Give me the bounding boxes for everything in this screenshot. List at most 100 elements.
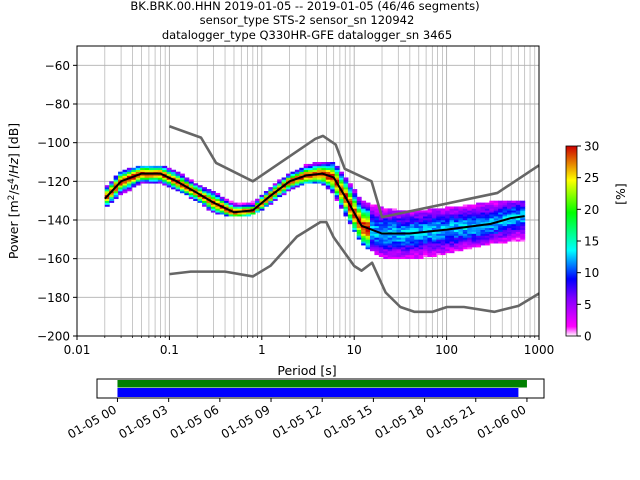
psd-cell xyxy=(502,235,508,238)
psd-cell xyxy=(471,220,477,223)
psd-cell xyxy=(290,187,296,190)
psd-cell xyxy=(480,225,486,229)
psd-cell xyxy=(462,208,468,211)
psd-cell xyxy=(334,177,340,180)
psd-cell xyxy=(210,198,216,201)
psd-cell xyxy=(369,237,375,240)
psd-cell xyxy=(347,221,353,225)
psd-cell xyxy=(135,175,141,178)
psd-cell xyxy=(405,216,411,219)
psd-cell xyxy=(493,241,499,244)
psd-cell xyxy=(423,229,428,232)
psd-cell xyxy=(135,181,141,184)
psd-cell xyxy=(493,206,499,209)
psd-cell xyxy=(339,200,344,203)
psd-cell xyxy=(392,243,398,246)
psd-cell xyxy=(480,208,486,211)
noise-model-low xyxy=(169,220,540,314)
psd-cell xyxy=(268,200,274,203)
psd-cell xyxy=(290,183,296,186)
psd-cell xyxy=(453,214,459,217)
psd-cell xyxy=(511,202,517,205)
psd-cell xyxy=(219,202,225,205)
psd-cell xyxy=(476,245,481,248)
psd-cell xyxy=(520,225,526,229)
psd-cell xyxy=(476,218,481,221)
psd-cell xyxy=(458,218,464,221)
psd-cell xyxy=(171,183,177,186)
psd-cell xyxy=(149,181,154,184)
psd-cell xyxy=(378,254,384,258)
psd-cell xyxy=(409,214,415,217)
psd-cell xyxy=(423,223,428,227)
psd-cell xyxy=(423,249,428,252)
psd-cell xyxy=(520,210,526,213)
psd-cell xyxy=(436,239,442,242)
psd-cell xyxy=(330,181,336,184)
psd-cell xyxy=(316,181,322,184)
psd-cell xyxy=(369,218,375,221)
psd-cell xyxy=(493,216,499,219)
psd-cell xyxy=(467,245,473,248)
psd-cell xyxy=(484,206,490,209)
psd-cell xyxy=(347,208,353,211)
psd-cell xyxy=(476,225,481,229)
psd-cell xyxy=(476,212,481,215)
psd-cell xyxy=(387,235,393,238)
psd-cell xyxy=(383,225,389,229)
psd-cell xyxy=(334,194,340,198)
psd-cell xyxy=(286,183,291,186)
psd-cell xyxy=(228,212,234,215)
psd-cell xyxy=(321,162,327,165)
psd-cell xyxy=(321,165,327,169)
psd-cell xyxy=(135,171,141,174)
psd-cell xyxy=(423,239,428,242)
psd-cell xyxy=(476,231,481,234)
psd-cell xyxy=(387,233,393,236)
psd-cell xyxy=(476,239,481,242)
psd-cell xyxy=(515,227,521,230)
psd-cell xyxy=(286,189,291,192)
psd-cell xyxy=(369,249,375,252)
psd-cell xyxy=(334,175,340,178)
psd-cell xyxy=(383,250,389,254)
psd-cell xyxy=(374,245,380,248)
psd-cell xyxy=(126,175,132,178)
psd-cell xyxy=(316,179,322,182)
psd-cell xyxy=(374,214,380,217)
psd-cell xyxy=(104,191,110,194)
psd-cell xyxy=(126,185,132,188)
psd-cell xyxy=(184,183,190,186)
psd-cell xyxy=(109,198,115,201)
psd-cell xyxy=(498,218,504,221)
psd-cell xyxy=(511,208,517,211)
psd-cell xyxy=(498,200,504,203)
psd-cell xyxy=(153,167,159,171)
psd-cell xyxy=(511,231,517,234)
psd-cell xyxy=(453,220,459,223)
psd-cell xyxy=(202,194,207,198)
psd-cell xyxy=(511,218,517,221)
psd-cell xyxy=(511,227,517,230)
psd-cell xyxy=(440,237,446,240)
psd-cell xyxy=(423,220,428,223)
psd-cell xyxy=(321,183,327,186)
psd-cell xyxy=(374,241,380,244)
psd-cell xyxy=(255,200,261,203)
x-tick-label: 1 xyxy=(258,343,266,357)
psd-cell xyxy=(511,225,517,229)
psd-cell xyxy=(405,241,411,244)
psd-cell xyxy=(445,212,451,215)
psd-cell xyxy=(431,231,437,234)
psd-cell xyxy=(445,231,451,234)
psd-cell xyxy=(215,200,221,203)
psd-cell xyxy=(436,220,442,223)
psd-cell xyxy=(219,196,225,200)
psd-cell xyxy=(387,243,393,246)
psd-cell xyxy=(436,218,442,221)
psd-cell xyxy=(224,200,230,203)
psd-cell xyxy=(339,196,344,200)
psd-cell xyxy=(343,177,349,180)
psd-cell xyxy=(272,192,278,196)
psd-cell xyxy=(502,206,508,209)
